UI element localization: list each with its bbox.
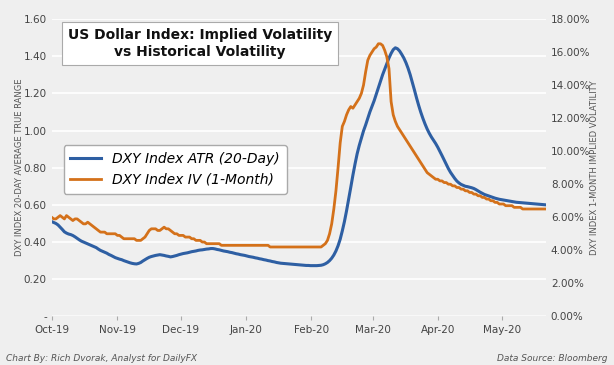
Y-axis label: DXY INDEX 20-DAY AVERAGE TRUE RANGE: DXY INDEX 20-DAY AVERAGE TRUE RANGE [15, 79, 24, 257]
Text: Chart By: Rich Dvorak, Analyst for DailyFX: Chart By: Rich Dvorak, Analyst for Daily… [6, 354, 197, 363]
Text: Data Source: Bloomberg: Data Source: Bloomberg [497, 354, 608, 363]
Text: US Dollar Index: Implied Volatility
vs Historical Volatility: US Dollar Index: Implied Volatility vs H… [68, 28, 332, 59]
Y-axis label: DXY INDEX 1-MONTH IMPLIED VOLATILITY: DXY INDEX 1-MONTH IMPLIED VOLATILITY [590, 80, 599, 255]
Legend: DXY Index ATR (20-Day), DXY Index IV (1-Month): DXY Index ATR (20-Day), DXY Index IV (1-… [63, 145, 287, 194]
